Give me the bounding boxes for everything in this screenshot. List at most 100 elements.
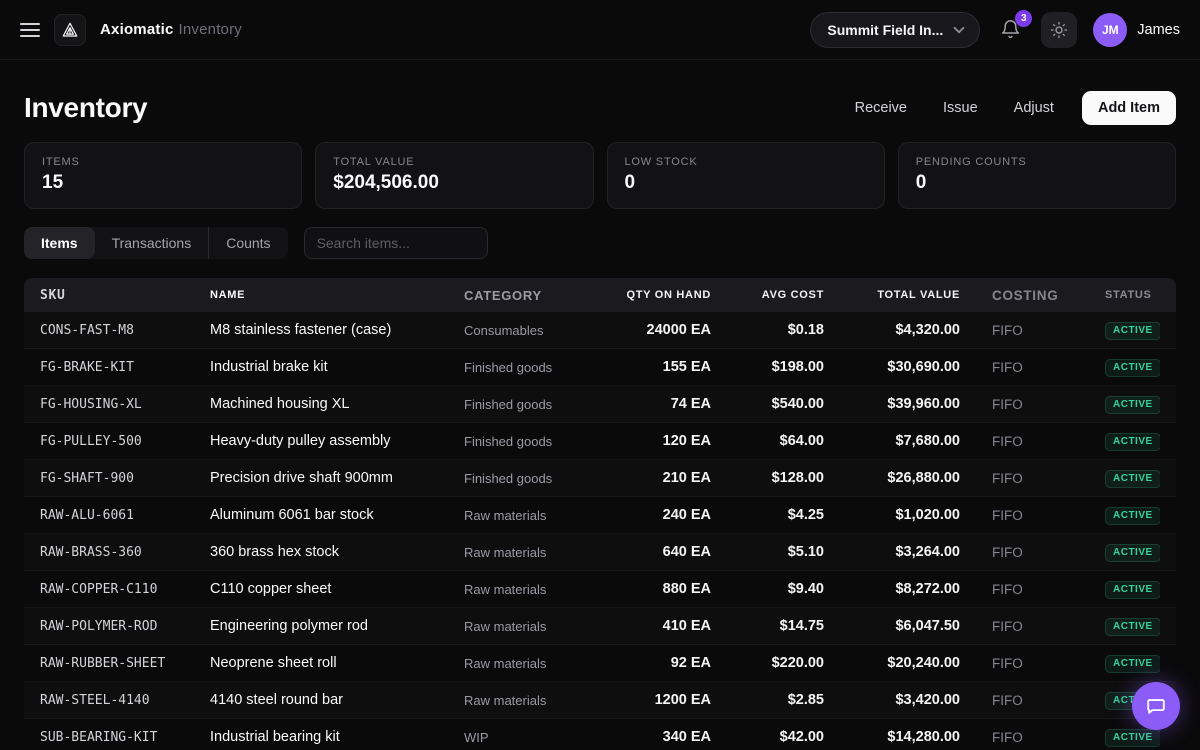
qty-on-hand-cell: 155 EA [662, 359, 711, 375]
table-row[interactable]: FG-SHAFT-900 Precision drive shaft 900mm F… [24, 460, 1176, 497]
sku-cell: FG-HOUSING-XL [40, 396, 142, 412]
status-badge: ACTIVE [1105, 432, 1160, 451]
status-badge: ACTIVE [1105, 617, 1160, 636]
category-cell: Consumables [464, 322, 544, 338]
total-value-cell: $8,272.00 [895, 581, 960, 597]
chat-bubble-icon [1145, 695, 1167, 717]
name-cell: Machined housing XL [210, 396, 350, 412]
column-header-status: STATUS [1105, 289, 1152, 301]
column-header-name: NAME [210, 289, 246, 301]
total-value-cell: $3,264.00 [895, 544, 960, 560]
costing-cell: FIFO [992, 729, 1023, 745]
view-tabs: Items Transactions Counts [24, 227, 288, 259]
table-row[interactable]: RAW-RUBBER-SHEET Neoprene sheet roll Raw m… [24, 645, 1176, 682]
table-row[interactable]: RAW-ALU-6061 Aluminum 6061 bar stock Raw m… [24, 497, 1176, 534]
costing-cell: FIFO [992, 433, 1023, 449]
sku-cell: FG-PULLEY-500 [40, 433, 142, 449]
table-row[interactable]: FG-BRAKE-KIT Industrial brake kit Finished… [24, 349, 1176, 386]
category-cell: Raw materials [464, 581, 547, 597]
costing-cell: FIFO [992, 470, 1023, 486]
category-cell: Raw materials [464, 544, 547, 560]
table-row[interactable]: RAW-POLYMER-ROD Engineering polymer rod Ra… [24, 608, 1176, 645]
app-logo [54, 13, 86, 46]
app-title: Axiomatic Inventory [100, 21, 242, 38]
sku-cell: RAW-STEEL-4140 [40, 692, 150, 708]
stats-row: ITEMS 15 TOTAL VALUE $204,506.00 LOW STO… [24, 142, 1176, 209]
total-value-cell: $3,420.00 [895, 692, 960, 708]
avg-cost-cell: $4.25 [787, 507, 824, 523]
qty-on-hand-cell: 24000 EA [646, 322, 712, 338]
stat-card-total-value: TOTAL VALUE $204,506.00 [315, 142, 594, 209]
column-header-category: CATEGORY [464, 287, 542, 303]
stat-card-pending-counts: PENDING COUNTS 0 [897, 142, 1176, 209]
total-value-cell: $20,240.00 [887, 655, 960, 671]
category-cell: Finished goods [464, 359, 553, 375]
items-table: SKU NAME CATEGORY QTY ON HAND AVG COST TOTAL … [24, 278, 1176, 750]
stat-label: PENDING COUNTS [915, 156, 1027, 168]
items-table-body: CONS-FAST-M8 M8 stainless fastener (case)… [24, 312, 1176, 750]
org-selector-value: Summit Field In... [827, 21, 944, 38]
brand-name: Axiomatic [100, 21, 174, 38]
avg-cost-cell: $2.85 [787, 692, 824, 708]
stat-label: TOTAL VALUE [333, 156, 415, 168]
sku-cell: RAW-ALU-6061 [40, 507, 134, 523]
sku-cell: FG-BRAKE-KIT [40, 359, 134, 375]
category-cell: Raw materials [464, 692, 547, 708]
column-header-avg-cost: AVG COST [761, 289, 824, 301]
total-value-cell: $39,960.00 [887, 396, 960, 412]
user-name: James [1137, 21, 1180, 38]
name-cell: Heavy-duty pulley assembly [210, 433, 391, 449]
menu-icon[interactable] [20, 19, 40, 41]
total-value-cell: $14,280.00 [887, 729, 960, 745]
stat-label: LOW STOCK [624, 156, 698, 168]
tab-items[interactable]: Items [24, 227, 95, 259]
avg-cost-cell: $42.00 [779, 729, 824, 745]
bell-icon [1000, 19, 1021, 40]
category-cell: Raw materials [464, 655, 547, 671]
status-cell: ACTIVE [1097, 654, 1160, 673]
table-row[interactable]: RAW-STEEL-4140 4140 steel round bar Raw ma… [24, 682, 1176, 719]
table-row[interactable]: CONS-FAST-M8 M8 stainless fastener (case)… [24, 312, 1176, 349]
table-row[interactable]: FG-HOUSING-XL Machined housing XL Finished… [24, 386, 1176, 423]
status-cell: ACTIVE [1097, 580, 1160, 599]
status-badge: ACTIVE [1105, 580, 1160, 599]
theme-toggle-button[interactable] [1041, 11, 1078, 48]
tab-counts[interactable]: Counts [208, 227, 287, 259]
adjust-button[interactable]: Adjust [1000, 92, 1068, 124]
status-cell: ACTIVE [1097, 395, 1160, 414]
total-value-cell: $26,880.00 [887, 470, 960, 486]
stat-card-items: ITEMS 15 [24, 142, 303, 209]
qty-on-hand-cell: 120 EA [662, 433, 711, 449]
status-badge: ACTIVE [1105, 654, 1160, 673]
qty-on-hand-cell: 210 EA [662, 470, 711, 486]
search-input[interactable] [303, 227, 488, 259]
table-row[interactable]: FG-PULLEY-500 Heavy-duty pulley assembly F… [24, 423, 1176, 460]
chat-fab-button[interactable] [1132, 682, 1180, 730]
sku-cell: RAW-COPPER-C110 [40, 581, 158, 597]
table-row[interactable]: RAW-BRASS-360 360 brass hex stock Raw mate… [24, 534, 1176, 571]
issue-button[interactable]: Issue [929, 92, 992, 124]
avg-cost-cell: $540.00 [771, 396, 824, 412]
category-cell: Raw materials [464, 618, 547, 634]
sku-cell: RAW-RUBBER-SHEET [40, 655, 166, 671]
status-badge: ACTIVE [1105, 506, 1160, 525]
category-cell: WIP [464, 729, 489, 745]
name-cell: Industrial bearing kit [210, 729, 340, 745]
chevron-down-icon [953, 26, 965, 34]
notifications-button[interactable]: 3 [996, 10, 1033, 42]
table-row[interactable]: RAW-COPPER-C110 C110 copper sheet Raw mate… [24, 571, 1176, 608]
status-cell: ACTIVE [1097, 506, 1160, 525]
name-cell: M8 stainless fastener (case) [210, 322, 392, 338]
status-badge: ACTIVE [1105, 469, 1160, 488]
tab-transactions[interactable]: Transactions [111, 235, 192, 251]
costing-cell: FIFO [992, 692, 1023, 708]
org-selector-dropdown[interactable]: Summit Field In... [810, 11, 981, 48]
costing-cell: FIFO [992, 359, 1023, 375]
table-row[interactable]: SUB-BEARING-KIT Industrial bearing kit WIP… [24, 719, 1176, 750]
receive-button[interactable]: Receive [841, 92, 921, 124]
name-cell: Neoprene sheet roll [210, 655, 337, 671]
name-cell: Aluminum 6061 bar stock [210, 507, 374, 523]
costing-cell: FIFO [992, 396, 1023, 412]
user-menu[interactable]: JM James [1093, 12, 1180, 47]
add-item-button[interactable]: Add Item [1081, 91, 1176, 125]
